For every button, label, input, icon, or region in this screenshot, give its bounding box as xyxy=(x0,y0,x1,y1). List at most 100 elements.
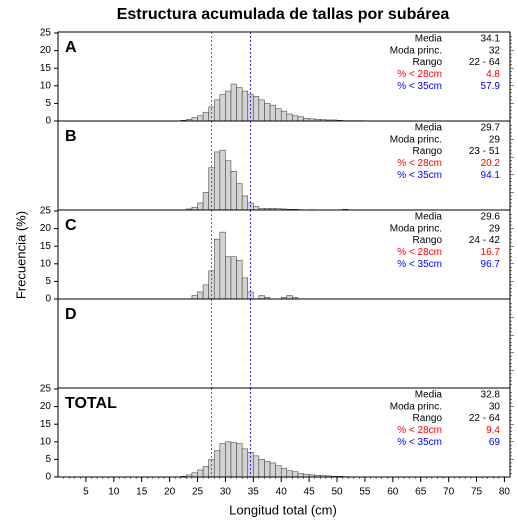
bar xyxy=(202,111,209,122)
bar xyxy=(202,466,209,478)
bar xyxy=(225,441,232,478)
stat-value: 16.7 xyxy=(481,247,501,258)
x-tick-label: 80 xyxy=(499,487,511,498)
y-tick-label: 0 xyxy=(45,116,51,127)
stat-value: 96.7 xyxy=(481,259,501,270)
stat-value: 94.1 xyxy=(481,170,501,181)
stat-value: 69 xyxy=(489,437,501,448)
bar xyxy=(253,96,260,122)
y-tick-label: 5 xyxy=(45,454,51,465)
bar xyxy=(275,465,282,478)
stat-label: % < 35cm xyxy=(397,259,442,270)
stat-label: Moda princ. xyxy=(390,223,442,234)
stat-value: 9.4 xyxy=(486,425,500,436)
stat-value: 32 xyxy=(489,45,501,56)
x-tick-label: 45 xyxy=(304,487,316,498)
x-tick-label: 60 xyxy=(387,487,399,498)
stat-value: 32.8 xyxy=(481,390,501,401)
y-tick-label: 0 xyxy=(45,294,51,305)
stat-label: Rango xyxy=(413,235,443,246)
y-tick-label: 10 xyxy=(40,80,52,91)
stat-label: % < 35cm xyxy=(397,170,442,181)
bar xyxy=(241,90,248,122)
bar xyxy=(219,94,226,122)
bar xyxy=(197,115,204,122)
bar xyxy=(191,295,198,300)
y-tick-label: 0 xyxy=(45,472,51,483)
bar xyxy=(213,151,221,211)
stat-value: 4.8 xyxy=(486,69,500,80)
stat-label: % < 28cm xyxy=(397,425,442,436)
bar xyxy=(275,108,282,122)
stat-value: 57.9 xyxy=(481,81,501,92)
stat-value: 22 - 64 xyxy=(469,57,501,68)
bar xyxy=(230,83,237,122)
y-tick-label: 15 xyxy=(40,241,52,252)
stat-label: Media xyxy=(415,212,443,223)
bar xyxy=(213,450,221,478)
bar xyxy=(264,460,271,478)
y-tick-label: 5 xyxy=(45,276,51,287)
bar xyxy=(219,149,226,211)
stat-label: % < 35cm xyxy=(397,81,442,92)
stat-value: 24 - 42 xyxy=(469,235,501,246)
panel-label: TOTAL xyxy=(65,395,117,412)
stat-value: 29 xyxy=(489,223,501,234)
y-tick-label: 15 xyxy=(40,63,52,74)
bar xyxy=(264,103,271,122)
x-tick-label: 35 xyxy=(248,487,260,498)
y-tick-label: 20 xyxy=(40,45,52,56)
stat-value: 22 - 64 xyxy=(469,413,501,424)
stat-label: Rango xyxy=(413,146,443,157)
stat-label: Media xyxy=(415,123,443,134)
stat-value: 29.6 xyxy=(481,212,501,223)
bar xyxy=(236,260,243,300)
bar xyxy=(202,284,209,300)
x-tick-label: 15 xyxy=(136,487,148,498)
bar xyxy=(219,443,226,478)
x-tick-label: 55 xyxy=(359,487,371,498)
bar xyxy=(297,473,304,478)
y-tick-label: 25 xyxy=(40,206,52,217)
x-tick-label: 65 xyxy=(415,487,427,498)
stat-value: 29 xyxy=(489,134,501,145)
x-tick-label: 50 xyxy=(331,487,343,498)
stat-label: % < 28cm xyxy=(397,247,442,258)
x-axis-label: Longitud total (cm) xyxy=(229,502,337,517)
bar xyxy=(213,99,221,122)
stat-label: Rango xyxy=(413,413,443,424)
x-tick-label: 30 xyxy=(220,487,232,498)
stat-label: % < 28cm xyxy=(397,69,442,80)
y-tick-label: 5 xyxy=(45,98,51,109)
stat-label: % < 35cm xyxy=(397,437,442,448)
stat-value: 20.2 xyxy=(481,158,501,169)
x-tick-label: 75 xyxy=(471,487,483,498)
bar xyxy=(253,206,260,211)
x-tick-label: 25 xyxy=(192,487,204,498)
y-tick-label: 20 xyxy=(40,401,52,412)
bar xyxy=(280,110,288,122)
x-tick-label: 40 xyxy=(276,487,288,498)
bar xyxy=(225,160,232,211)
y-axis-label: Frecuencia (%) xyxy=(13,211,28,299)
bar xyxy=(236,183,243,211)
bar xyxy=(258,295,265,300)
bar xyxy=(297,116,304,122)
panel-label: D xyxy=(65,306,77,323)
bar xyxy=(230,171,237,211)
stat-value: 23 - 51 xyxy=(469,146,501,157)
bar xyxy=(225,90,232,122)
panel-label: B xyxy=(65,128,77,145)
stat-value: 30 xyxy=(489,401,501,412)
y-tick-label: 10 xyxy=(40,436,52,447)
bar xyxy=(202,192,209,211)
panel-frame xyxy=(57,387,511,478)
x-tick-label: 5 xyxy=(83,487,89,498)
bar xyxy=(219,231,226,300)
bar xyxy=(286,470,293,478)
x-tick-label: 10 xyxy=(108,487,120,498)
stat-value: 34.1 xyxy=(481,34,501,45)
bar xyxy=(236,443,243,478)
bar xyxy=(258,99,265,122)
